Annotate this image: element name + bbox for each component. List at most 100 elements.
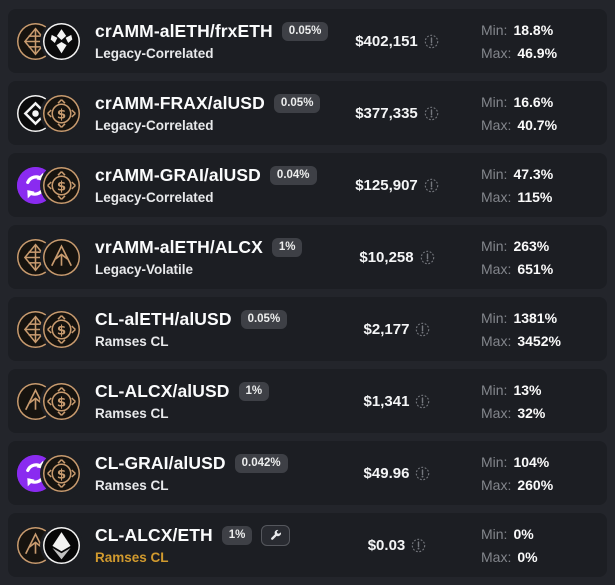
apr-min-value: 263% xyxy=(513,237,550,254)
pool-row[interactable]: CL-ALCX/ETH 1% Ramses CL $0.03 xyxy=(8,513,607,577)
info-icon[interactable] xyxy=(420,250,435,265)
apr-max-label: Max: xyxy=(481,260,512,277)
apr-max-line: Max: 32% xyxy=(481,405,593,421)
apr-max-line: Max: 115% xyxy=(481,189,593,205)
apr-min-line: Min: 104% xyxy=(481,454,593,470)
pool-pair: CL-ALCX/alUSD xyxy=(95,381,230,401)
tvl-column: $402,151 xyxy=(313,33,481,50)
apr-min-label: Min: xyxy=(481,21,508,38)
apr-min-label: Min: xyxy=(481,381,508,398)
pool-name-block: CL-ALCX/ETH 1% Ramses CL xyxy=(95,525,291,565)
pool-info: CL-ALCX/ETH 1% Ramses CL xyxy=(17,525,313,565)
pool-info: $ crAMM-FRAX/alUSD 0.05% Legacy-Correlat… xyxy=(17,93,321,133)
pool-info: vrAMM-alETH/ALCX 1% Legacy-Volatile xyxy=(17,237,313,277)
pool-pair: vrAMM-alETH/ALCX xyxy=(95,237,263,257)
apr-min-value: 18.8% xyxy=(513,21,554,38)
tvl-value: $377,335 xyxy=(355,104,418,122)
apr-max-value: 115% xyxy=(517,188,553,205)
pool-row[interactable]: $ crAMM-GRAI/alUSD 0.04% Legacy-Correlat… xyxy=(8,153,607,217)
alusd-token-icon: $ xyxy=(43,454,80,492)
apr-column: Min: 0% Max: 0% xyxy=(481,526,593,565)
pool-name-block: CL-GRAI/alUSD 0.042% Ramses CL xyxy=(95,453,288,493)
pool-row[interactable]: $ CL-ALCX/alUSD 1% Ramses CL $1,341 xyxy=(8,369,607,433)
apr-max-label: Max: xyxy=(481,404,512,421)
info-icon[interactable] xyxy=(424,106,439,121)
pool-name-block: CL-ALCX/alUSD 1% Ramses CL xyxy=(95,381,270,421)
token-pair-icons xyxy=(17,22,80,60)
token-pair-icons xyxy=(17,526,80,564)
apr-max-line: Max: 40.7% xyxy=(481,117,593,133)
tvl-column: $10,258 xyxy=(313,249,481,266)
fee-badge: 1% xyxy=(221,525,253,546)
fee-badge: 1% xyxy=(271,237,303,258)
pool-info: $ CL-alETH/alUSD 0.05% Ramses CL xyxy=(17,309,313,349)
eth-token-icon xyxy=(43,526,80,564)
apr-max-value: 0% xyxy=(517,548,538,565)
pool-name-block: vrAMM-alETH/ALCX 1% Legacy-Volatile xyxy=(95,237,303,277)
apr-min-value: 16.6% xyxy=(513,93,554,110)
apr-max-label: Max: xyxy=(481,332,512,349)
apr-max-value: 40.7% xyxy=(517,116,558,133)
tvl-column: $1,341 xyxy=(313,393,481,410)
apr-max-line: Max: 0% xyxy=(481,549,593,565)
alusd-token-icon: $ xyxy=(43,166,80,204)
apr-min-line: Min: 16.6% xyxy=(481,94,593,110)
apr-min-line: Min: 0% xyxy=(481,526,593,542)
apr-max-value: 46.9% xyxy=(517,44,558,61)
pool-row[interactable]: $ crAMM-FRAX/alUSD 0.05% Legacy-Correlat… xyxy=(8,81,607,145)
apr-min-value: 1381% xyxy=(513,309,558,326)
pool-subtitle: Ramses CL xyxy=(95,478,169,493)
apr-column: Min: 263% Max: 651% xyxy=(481,238,593,277)
apr-min-label: Min: xyxy=(481,309,508,326)
pool-subtitle: Ramses CL xyxy=(95,334,169,349)
pool-subtitle: Ramses CL xyxy=(95,550,169,565)
pool-name-block: crAMM-FRAX/alUSD 0.05% Legacy-Correlated xyxy=(95,93,321,133)
tvl-value: $1,341 xyxy=(363,392,410,410)
pool-name-block: crAMM-GRAI/alUSD 0.04% Legacy-Correlated xyxy=(95,165,317,205)
token-pair-icons xyxy=(17,238,80,276)
pool-row[interactable]: $ CL-alETH/alUSD 0.05% Ramses CL $2,177 xyxy=(8,297,607,361)
alusd-token-icon: $ xyxy=(43,310,80,348)
fee-badge: 0.04% xyxy=(269,165,317,186)
svg-text:$: $ xyxy=(57,107,66,122)
pool-pair: crAMM-alETH/frxETH xyxy=(95,21,273,41)
info-icon[interactable] xyxy=(424,34,439,49)
info-icon[interactable] xyxy=(411,538,426,553)
frxeth-token-icon xyxy=(43,22,80,60)
pool-pair: crAMM-GRAI/alUSD xyxy=(95,165,261,185)
fee-badge: 0.042% xyxy=(234,453,288,474)
pool-subtitle: Legacy-Correlated xyxy=(95,118,214,133)
apr-max-label: Max: xyxy=(481,548,512,565)
apr-min-line: Min: 1381% xyxy=(481,310,593,326)
apr-column: Min: 18.8% Max: 46.9% xyxy=(481,22,593,61)
tvl-value: $10,258 xyxy=(359,248,414,266)
apr-min-line: Min: 18.8% xyxy=(481,22,593,38)
info-icon[interactable] xyxy=(415,322,430,337)
info-icon[interactable] xyxy=(424,178,439,193)
apr-min-value: 104% xyxy=(513,453,550,470)
pool-row[interactable]: vrAMM-alETH/ALCX 1% Legacy-Volatile $10,… xyxy=(8,225,607,289)
info-icon[interactable] xyxy=(415,466,430,481)
svg-text:$: $ xyxy=(57,323,66,338)
token-pair-icons: $ xyxy=(17,454,80,492)
pool-info: crAMM-alETH/frxETH 0.05% Legacy-Correlat… xyxy=(17,21,329,61)
info-icon[interactable] xyxy=(415,394,430,409)
fee-badge: 0.05% xyxy=(281,21,329,42)
wrench-badge[interactable] xyxy=(261,525,291,546)
pool-info: $ CL-ALCX/alUSD 1% Ramses CL xyxy=(17,381,313,421)
tvl-column: $125,907 xyxy=(313,177,481,194)
tvl-column: $49.96 xyxy=(313,465,481,482)
pool-row[interactable]: $ CL-GRAI/alUSD 0.042% Ramses CL $49.96 xyxy=(8,441,607,505)
apr-max-value: 651% xyxy=(517,260,554,277)
tvl-column: $377,335 xyxy=(313,105,481,122)
apr-column: Min: 16.6% Max: 40.7% xyxy=(481,94,593,133)
apr-min-label: Min: xyxy=(481,237,508,254)
tvl-value: $402,151 xyxy=(355,32,418,50)
alusd-token-icon: $ xyxy=(43,94,80,132)
apr-max-line: Max: 651% xyxy=(481,261,593,277)
apr-max-value: 32% xyxy=(517,404,546,421)
pool-row[interactable]: crAMM-alETH/frxETH 0.05% Legacy-Correlat… xyxy=(8,9,607,73)
tvl-value: $0.03 xyxy=(367,536,406,554)
tvl-value: $125,907 xyxy=(355,176,418,194)
